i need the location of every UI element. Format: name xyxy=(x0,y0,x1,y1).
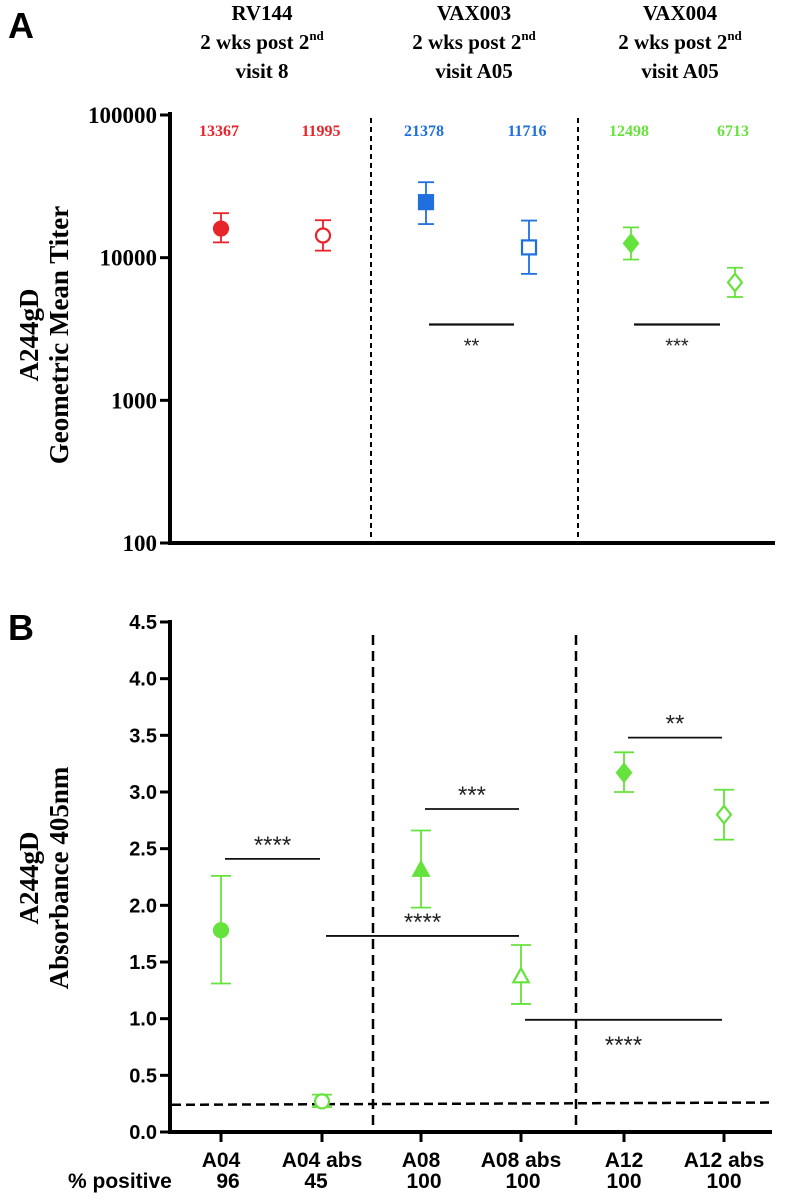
y-axis-label-line1: A244gD xyxy=(14,289,44,382)
value-labels-a: 13367 11995 21378 11716 12498 6713 xyxy=(199,123,749,140)
significance-label: ** xyxy=(666,711,685,738)
significance-label: **** xyxy=(605,1032,642,1059)
y-tick-label: 100 xyxy=(123,531,158,556)
value-label: 6713 xyxy=(717,123,749,140)
percent-positive-value: 100 xyxy=(706,1170,741,1193)
panel-a-letter: A xyxy=(8,5,34,46)
percent-positive-value: 100 xyxy=(606,1170,641,1193)
data-point xyxy=(622,232,640,254)
group-header-line2-sup: nd xyxy=(727,28,742,43)
data-point xyxy=(615,762,633,784)
value-label: 21378 xyxy=(404,123,444,140)
significance-label: *** xyxy=(458,782,486,809)
data-points-a xyxy=(212,181,744,298)
x-category-label: A08 abs xyxy=(481,1149,562,1172)
y-tick-label: 1000 xyxy=(111,388,157,413)
data-point xyxy=(520,239,538,256)
group-header-line2-main: 2 wks post 2 xyxy=(412,30,521,54)
group-header-line2: 2 wks post 2nd xyxy=(618,28,742,54)
y-axis-label-line1: A244gD xyxy=(14,832,44,925)
percent-positive-value: 96 xyxy=(216,1170,239,1193)
group-header-line2: 2 wks post 2nd xyxy=(412,28,536,54)
group-header-line3: visit A05 xyxy=(435,59,513,83)
significance-b: ***************** xyxy=(225,711,722,1059)
y-axis-label-a: A244gD Geometric Mean Titer xyxy=(14,206,74,464)
y-tick-label: 10000 xyxy=(100,246,158,271)
group-header-line2-main: 2 wks post 2 xyxy=(200,30,309,54)
data-point xyxy=(726,271,744,293)
x-category-label: A12 xyxy=(605,1149,644,1172)
data-point xyxy=(314,227,332,244)
group-header-vax003: VAX003 2 wks post 2nd visit A05 xyxy=(412,1,536,83)
x-categories-b: A04 A04 abs A08 A08 abs A12 A12 abs xyxy=(202,1132,765,1172)
percent-positive-value: 45 xyxy=(304,1170,328,1193)
y-tick-label: 2.5 xyxy=(129,839,157,861)
panel-b-letter: B xyxy=(8,607,34,648)
data-point xyxy=(417,194,435,211)
value-label: 11716 xyxy=(507,123,546,140)
group-header-line2: 2 wks post 2nd xyxy=(200,28,324,54)
cutoff-dashed-line xyxy=(171,1101,773,1107)
value-label: 12498 xyxy=(609,123,649,140)
data-point xyxy=(511,966,531,984)
panel-b: B A244gD Absorbance 405nm 0.0 0.5 1.0 1.5 2.… xyxy=(8,607,773,1193)
y-tick-label: 0.0 xyxy=(129,1122,157,1144)
x-category-label: A04 xyxy=(202,1149,241,1172)
percent-positive-value: 100 xyxy=(505,1170,540,1193)
significance-a: ** *** xyxy=(429,323,720,358)
data-point xyxy=(212,922,230,939)
y-axis-label-line2: Geometric Mean Titer xyxy=(44,206,74,464)
y-tick-label: 4.0 xyxy=(129,669,157,691)
data-point xyxy=(212,220,230,237)
y-tick-label: 100000 xyxy=(88,103,157,128)
x-category-label: A04 abs xyxy=(282,1149,363,1172)
y-tick-label: 3.0 xyxy=(129,782,157,804)
data-point xyxy=(715,804,733,826)
y-tick-label: 2.0 xyxy=(129,895,157,917)
group-header-rv144: RV144 2 wks post 2nd visit 8 xyxy=(200,1,324,83)
y-axis-label-b: A244gD Absorbance 405nm xyxy=(14,766,74,989)
y-tick-label: 1.0 xyxy=(129,1009,157,1031)
x-category-label: A08 xyxy=(402,1149,441,1172)
y-tick-label: 4.5 xyxy=(129,612,157,634)
significance-label: ** xyxy=(464,336,480,358)
value-label: 13367 xyxy=(199,123,239,140)
group-header-line1: VAX004 xyxy=(643,1,718,25)
data-point xyxy=(411,859,431,877)
significance-label: *** xyxy=(665,336,689,358)
group-header-line2-sup: nd xyxy=(521,28,536,43)
value-label: 11995 xyxy=(301,123,340,140)
percent-positive-value: 100 xyxy=(406,1170,441,1193)
group-header-vax004: VAX004 2 wks post 2nd visit A05 xyxy=(618,1,742,83)
group-header-line2-main: 2 wks post 2 xyxy=(618,30,727,54)
group-header-line2-sup: nd xyxy=(309,28,324,43)
y-axis-label-line2: Absorbance 405nm xyxy=(44,766,74,989)
data-points-b xyxy=(211,751,734,1110)
y-ticks-b: 0.0 0.5 1.0 1.5 2.0 2.5 3.0 3.5 4.0 4.5 xyxy=(129,612,170,1144)
percent-positive-label: % positive xyxy=(68,1170,172,1193)
panel-a: A RV144 2 wks post 2nd visit 8 VAX003 2 … xyxy=(8,1,775,556)
group-header-line3: visit 8 xyxy=(235,59,288,83)
group-header-line1: RV144 xyxy=(231,1,293,25)
percent-positive-row: % positive 96 45 100 100 100 100 xyxy=(68,1170,742,1193)
y-tick-label: 3.5 xyxy=(129,725,157,747)
x-category-label: A12 abs xyxy=(684,1149,765,1172)
y-tick-label: 0.5 xyxy=(129,1065,157,1087)
significance-label: **** xyxy=(254,832,291,859)
group-header-line1: VAX003 xyxy=(437,1,511,25)
data-point xyxy=(313,1093,331,1110)
cutoff-line xyxy=(171,1101,773,1107)
y-tick-label: 1.5 xyxy=(129,952,157,974)
y-ticks-a: 100 1000 10000 100000 xyxy=(88,103,170,556)
significance-label: **** xyxy=(404,909,441,936)
group-header-line3: visit A05 xyxy=(641,59,719,83)
